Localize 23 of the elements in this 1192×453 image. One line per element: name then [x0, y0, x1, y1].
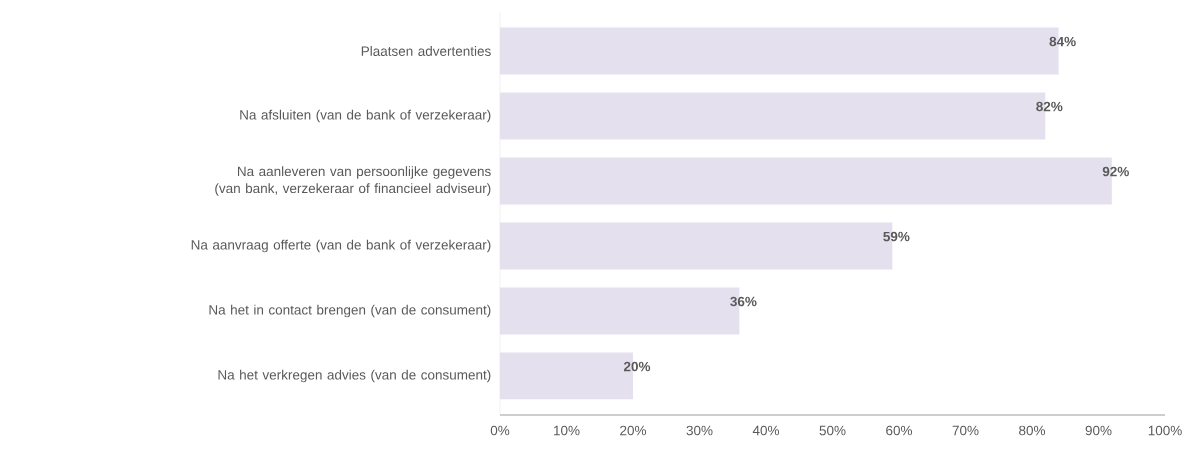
x-tick-label: 30%: [686, 425, 713, 436]
data-label: 20%: [623, 361, 651, 372]
data-label: 84%: [1049, 36, 1076, 47]
data-label: 36%: [730, 296, 757, 307]
y-tick-label: Na aanleveren van persoonlijke gegevens (van bank, verzekeraar of financieel adviseur): [215, 166, 491, 196]
data-label: 59%: [883, 231, 910, 242]
x-tick-label: 60%: [886, 425, 913, 436]
x-tick-label: 80%: [1019, 425, 1046, 436]
y-tick-label: Plaatsen advertenties: [361, 46, 491, 56]
x-tick-label: 0%: [490, 425, 510, 436]
x-tick-label: 40%: [752, 425, 780, 436]
x-tick-label: 70%: [952, 425, 979, 436]
data-label: 92%: [1102, 166, 1129, 177]
x-tick-label: 20%: [620, 425, 647, 436]
data-label: 82%: [1036, 101, 1063, 112]
x-tick-label: 90%: [1085, 425, 1112, 436]
y-tick-label: Na aanvraag offerte (van de bank of verzekeraar): [191, 239, 491, 253]
y-tick-label: Na het in contact brengen (van de consument): [209, 304, 491, 318]
y-tick-label: Na afsluiten (van de bank of verzekeraar): [240, 109, 491, 123]
y-tick-label: Na het verkregen advies (van de consument): [218, 369, 491, 383]
x-tick-label: 100%: [1148, 425, 1182, 436]
x-tick-label: 10%: [554, 425, 580, 436]
x-tick-label: 50%: [819, 425, 846, 436]
